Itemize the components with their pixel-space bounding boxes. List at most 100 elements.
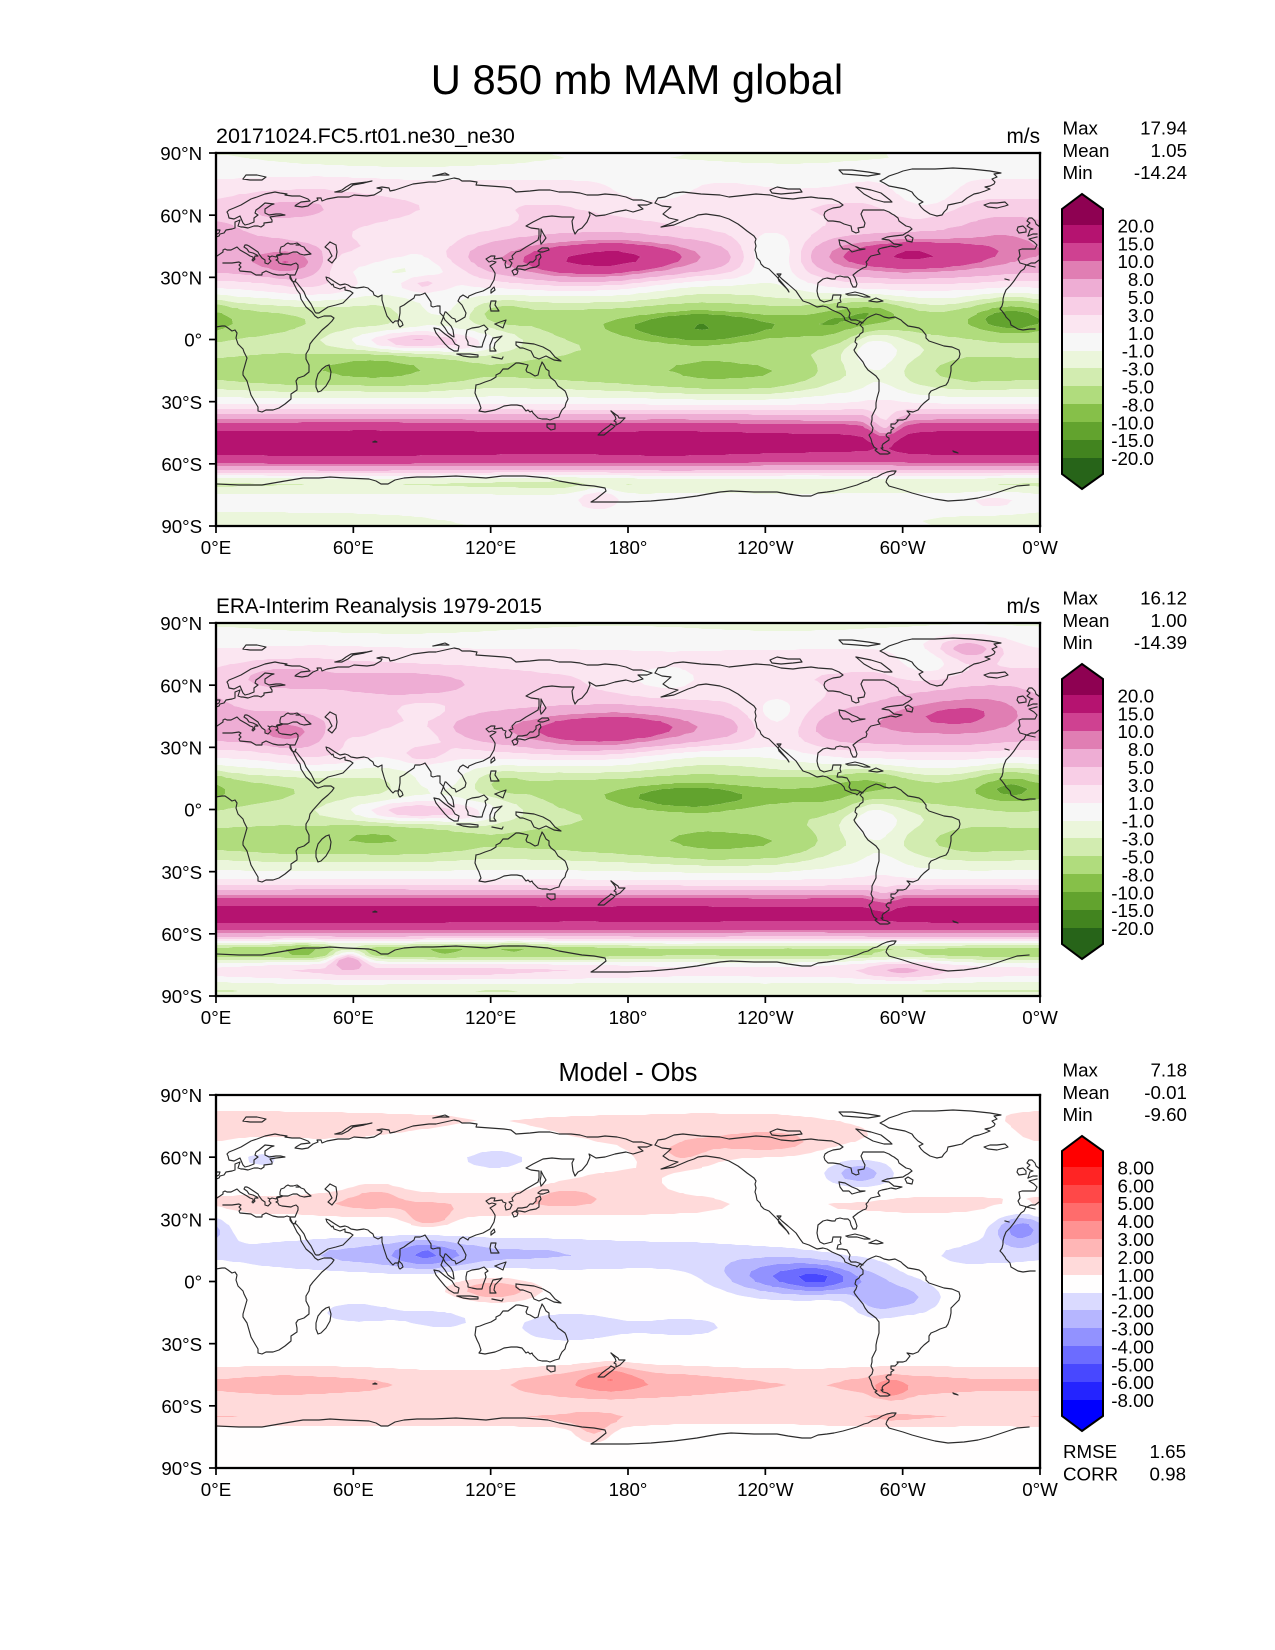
svg-text:Min: Min — [1063, 1104, 1093, 1125]
svg-text:m/s: m/s — [1006, 595, 1040, 618]
svg-text:-2.00: -2.00 — [1111, 1301, 1154, 1322]
svg-text:-10.0: -10.0 — [1111, 882, 1154, 903]
svg-text:Mean: Mean — [1063, 1082, 1110, 1103]
svg-text:1.0: 1.0 — [1128, 793, 1154, 814]
svg-text:180°: 180° — [609, 1007, 648, 1028]
svg-text:Min: Min — [1063, 632, 1093, 653]
svg-text:-8.00: -8.00 — [1111, 1390, 1154, 1411]
svg-text:-5.00: -5.00 — [1111, 1354, 1154, 1375]
svg-text:30°S: 30°S — [161, 392, 202, 413]
svg-text:17.94: 17.94 — [1140, 118, 1187, 139]
svg-text:60°E: 60°E — [333, 1007, 374, 1028]
svg-text:30°S: 30°S — [161, 862, 202, 883]
svg-text:60°S: 60°S — [161, 454, 202, 475]
svg-text:Mean: Mean — [1063, 610, 1110, 631]
svg-text:1.65: 1.65 — [1150, 1441, 1187, 1462]
svg-text:Max: Max — [1063, 588, 1099, 609]
svg-text:20171024.FC5.rt01.ne30_ne30: 20171024.FC5.rt01.ne30_ne30 — [216, 124, 515, 148]
svg-text:180°: 180° — [609, 537, 648, 558]
svg-text:90°N: 90°N — [160, 143, 202, 164]
svg-text:RMSE: RMSE — [1063, 1441, 1117, 1462]
svg-text:15.0: 15.0 — [1118, 233, 1155, 254]
svg-text:-5.0: -5.0 — [1122, 377, 1154, 398]
svg-text:5.00: 5.00 — [1118, 1193, 1155, 1214]
svg-text:0°: 0° — [184, 1272, 202, 1293]
svg-text:120°W: 120°W — [737, 1479, 794, 1500]
svg-text:-5.0: -5.0 — [1122, 847, 1154, 868]
svg-text:60°N: 60°N — [160, 675, 202, 696]
svg-text:90°S: 90°S — [161, 516, 202, 537]
svg-text:120°E: 120°E — [465, 537, 516, 558]
svg-text:60°W: 60°W — [880, 537, 926, 558]
svg-text:0°E: 0°E — [201, 1007, 231, 1028]
svg-text:m/s: m/s — [1006, 125, 1040, 148]
svg-text:-14.24: -14.24 — [1134, 162, 1187, 183]
svg-text:0°: 0° — [184, 800, 202, 821]
svg-text:1.00: 1.00 — [1118, 1265, 1155, 1286]
svg-text:60°N: 60°N — [160, 1147, 202, 1168]
svg-text:Model - Obs: Model - Obs — [559, 1059, 698, 1087]
svg-text:-0.01: -0.01 — [1144, 1082, 1187, 1103]
svg-text:8.00: 8.00 — [1118, 1157, 1155, 1178]
svg-text:0.98: 0.98 — [1150, 1464, 1187, 1485]
svg-text:5.0: 5.0 — [1128, 757, 1154, 778]
svg-text:-1.0: -1.0 — [1122, 341, 1154, 362]
svg-text:60°S: 60°S — [161, 924, 202, 945]
svg-text:30°N: 30°N — [160, 1209, 202, 1230]
svg-text:-9.60: -9.60 — [1144, 1104, 1187, 1125]
svg-text:-20.0: -20.0 — [1111, 918, 1154, 939]
svg-text:-4.00: -4.00 — [1111, 1336, 1154, 1357]
svg-text:-3.0: -3.0 — [1122, 829, 1154, 850]
svg-text:-10.0: -10.0 — [1111, 412, 1154, 433]
svg-text:4.00: 4.00 — [1118, 1211, 1155, 1232]
svg-text:10.0: 10.0 — [1118, 721, 1155, 742]
svg-text:30°S: 30°S — [161, 1334, 202, 1355]
svg-text:30°N: 30°N — [160, 737, 202, 758]
svg-text:3.0: 3.0 — [1128, 775, 1154, 796]
svg-text:Max: Max — [1063, 1060, 1099, 1081]
svg-text:0°W: 0°W — [1022, 537, 1058, 558]
svg-text:8.0: 8.0 — [1128, 739, 1154, 760]
svg-text:-15.0: -15.0 — [1111, 430, 1154, 451]
svg-text:-8.0: -8.0 — [1122, 394, 1154, 415]
svg-text:Min: Min — [1063, 162, 1093, 183]
svg-text:0°E: 0°E — [201, 537, 231, 558]
svg-text:30°N: 30°N — [160, 267, 202, 288]
svg-text:U 850 mb MAM global: U 850 mb MAM global — [431, 56, 843, 103]
svg-text:-3.00: -3.00 — [1111, 1319, 1154, 1340]
svg-text:60°E: 60°E — [333, 537, 374, 558]
svg-text:60°W: 60°W — [880, 1007, 926, 1028]
svg-text:120°W: 120°W — [737, 1007, 794, 1028]
svg-text:-6.00: -6.00 — [1111, 1372, 1154, 1393]
svg-text:-1.00: -1.00 — [1111, 1283, 1154, 1304]
svg-text:16.12: 16.12 — [1140, 588, 1187, 609]
svg-text:90°S: 90°S — [161, 1458, 202, 1479]
svg-text:7.18: 7.18 — [1151, 1060, 1188, 1081]
svg-text:90°N: 90°N — [160, 613, 202, 634]
svg-text:120°E: 120°E — [465, 1479, 516, 1500]
svg-text:0°E: 0°E — [201, 1479, 231, 1500]
svg-text:3.00: 3.00 — [1118, 1229, 1155, 1250]
svg-text:0°: 0° — [184, 330, 202, 351]
svg-text:60°E: 60°E — [333, 1479, 374, 1500]
svg-text:-15.0: -15.0 — [1111, 900, 1154, 921]
svg-text:-20.0: -20.0 — [1111, 448, 1154, 469]
svg-text:8.0: 8.0 — [1128, 269, 1154, 290]
svg-text:6.00: 6.00 — [1118, 1175, 1155, 1196]
svg-text:60°S: 60°S — [161, 1396, 202, 1417]
svg-text:0°W: 0°W — [1022, 1007, 1058, 1028]
svg-text:-1.0: -1.0 — [1122, 811, 1154, 832]
svg-text:20.0: 20.0 — [1118, 215, 1155, 236]
svg-text:120°E: 120°E — [465, 1007, 516, 1028]
svg-text:1.0: 1.0 — [1128, 323, 1154, 344]
svg-text:5.0: 5.0 — [1128, 287, 1154, 308]
svg-text:15.0: 15.0 — [1118, 703, 1155, 724]
svg-text:20.0: 20.0 — [1118, 685, 1155, 706]
svg-text:0°W: 0°W — [1022, 1479, 1058, 1500]
svg-text:90°S: 90°S — [161, 986, 202, 1007]
svg-text:CORR: CORR — [1063, 1464, 1118, 1485]
svg-text:1.00: 1.00 — [1151, 610, 1188, 631]
svg-text:-8.0: -8.0 — [1122, 864, 1154, 885]
svg-text:ERA-Interim Reanalysis 1979-20: ERA-Interim Reanalysis 1979-2015 — [216, 595, 542, 618]
svg-text:10.0: 10.0 — [1118, 251, 1155, 272]
